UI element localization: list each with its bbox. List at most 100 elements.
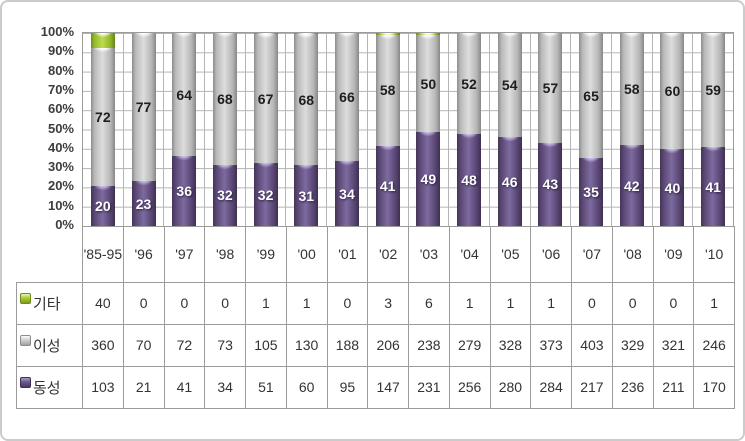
data-table: '85-95'96'97'98'99'00'01'02'03'04'05'06 '… [16,226,735,409]
y-tick-label: 60% [47,101,74,117]
bar-value-label: 67 [257,90,274,107]
bar-value-label: 58 [623,81,640,98]
bar-value-label: 32 [217,187,233,204]
stacked-bar: 50 49 [416,33,441,226]
legend-key-icon-same [20,376,31,388]
table-value-cell: 73 [204,324,246,367]
table-value-cell: 256 [448,366,491,409]
bar-segment-same: 20 [90,186,115,226]
bar-value-label: 68 [217,90,233,107]
table-row-same: 동성 103 21 41 34 51 60 95 147 231 256 280 284 217 236 21… [16,366,735,409]
table-value-cell: 238 [408,324,450,367]
bar-segment-hetero: 59 [701,33,726,148]
table-value-cell: 6 [408,282,450,325]
category-column: 50 49 [409,33,450,226]
x-axis-label: '96 [122,226,165,283]
stacked-bar: 72 20 [90,33,115,226]
bar-value-label: 42 [623,177,640,194]
stacked-bar: 57 43 [538,33,563,226]
table-value-cell: 280 [489,366,532,409]
table-value-cell: 60 [285,366,328,409]
series-name: 동성 [33,379,61,397]
bar-segment-hetero: 58 [619,33,644,146]
bar-value-label: 23 [135,195,152,212]
table-value-cell: 105 [245,324,287,367]
category-column: 65 35 [571,33,612,226]
bar-value-label: 36 [176,182,192,199]
table-value-cell: 0 [204,282,246,325]
table-value-cell: 0 [163,282,206,325]
table-body: '85-95'96'97'98'99'00'01'02'03'04'05'06 '… [16,226,735,409]
category-column: 77 23 [124,33,165,226]
x-axis-label: '10 [693,226,735,283]
stacked-bar: 66 34 [334,33,359,226]
stacked-bar: 54 46 [497,33,522,226]
bar-value-label: 68 [298,91,315,108]
bar-segment-same: 32 [253,163,278,226]
bar-segment-hetero: 58 [375,34,400,147]
legend-label-other: 기타 [16,282,83,325]
plot-area: 72 20 77 23 64 36 68 32 67 32 68 31 66 34 58 41 50 49 52 48… [82,32,734,227]
stacked-bar: 68 32 [212,33,237,226]
x-axis-label: '04 [448,226,491,283]
y-tick-label: 10% [47,197,74,213]
x-axis-label: '01 [326,226,369,283]
table-value-cell: 373 [530,324,572,367]
bar-segment-other [294,33,319,35]
bar-segment-same: 46 [497,137,522,226]
category-column: 64 36 [164,33,206,226]
y-tick-label: 50% [47,120,74,136]
category-column: 57 43 [531,33,572,226]
series-name: 기타 [33,295,61,313]
bar-value-label: 31 [298,187,315,204]
bar-segment-other [253,33,278,35]
table-value-cell: 51 [245,366,287,409]
table-value-cell: 211 [652,366,695,409]
stacked-bar: 77 23 [131,33,156,226]
table-value-cell: 0 [571,282,613,325]
table-value-cell: 41 [163,366,206,409]
table-value-cell: 3 [367,282,409,325]
table-value-cell: 0 [122,282,165,325]
table-value-cell: 170 [693,366,735,409]
legend-label-same: 동성 [16,366,83,409]
bar-value-label: 72 [95,109,111,126]
bar-value-label: 59 [705,82,721,99]
bar-segment-same: 43 [538,142,563,226]
category-column: 68 31 [286,33,328,226]
bar-value-label: 77 [135,99,152,116]
legend-label-hetero: 이성 [16,324,83,367]
bar-segment-other [375,33,400,35]
category-column: 67 32 [246,33,287,226]
stacked-bar: 59 41 [701,33,726,226]
x-axis-label: '97 [163,226,206,283]
table-header-row: '85-95'96'97'98'99'00'01'02'03'04'05'06 '… [17,226,735,283]
bar-segment-hetero: 66 [334,33,359,162]
table-value-cell: 70 [122,324,165,367]
bar-value-label: 57 [542,80,559,96]
table-value-cell: 206 [367,324,409,367]
bar-segment-hetero: 68 [294,34,319,166]
y-tick-label: 0% [55,217,74,232]
category-column: 54 46 [490,33,531,226]
bar-segment-same: 23 [131,181,156,226]
table-value-cell: 328 [489,324,532,367]
bar-value-label: 46 [501,173,518,190]
category-column: 66 34 [327,33,368,226]
bar-segment-hetero: 57 [538,33,563,143]
bar-segment-hetero: 54 [497,33,522,138]
bar-value-label: 64 [176,86,192,103]
table-value-cell: 236 [611,366,654,409]
stacked-bar: 52 48 [457,33,482,226]
x-axis-label: '08 [611,226,654,283]
bar-segment-same: 36 [172,155,197,226]
x-axis-label: '07 [571,226,613,283]
legend-key-icon-other [20,292,31,304]
bar-value-label: 43 [542,176,559,193]
table-value-cell: 40 [82,282,124,325]
stacked-bar: 65 35 [579,33,604,226]
stacked-bar: 67 32 [253,33,278,226]
table-value-cell: 1 [489,282,532,325]
bar-value-label: 49 [420,171,437,188]
